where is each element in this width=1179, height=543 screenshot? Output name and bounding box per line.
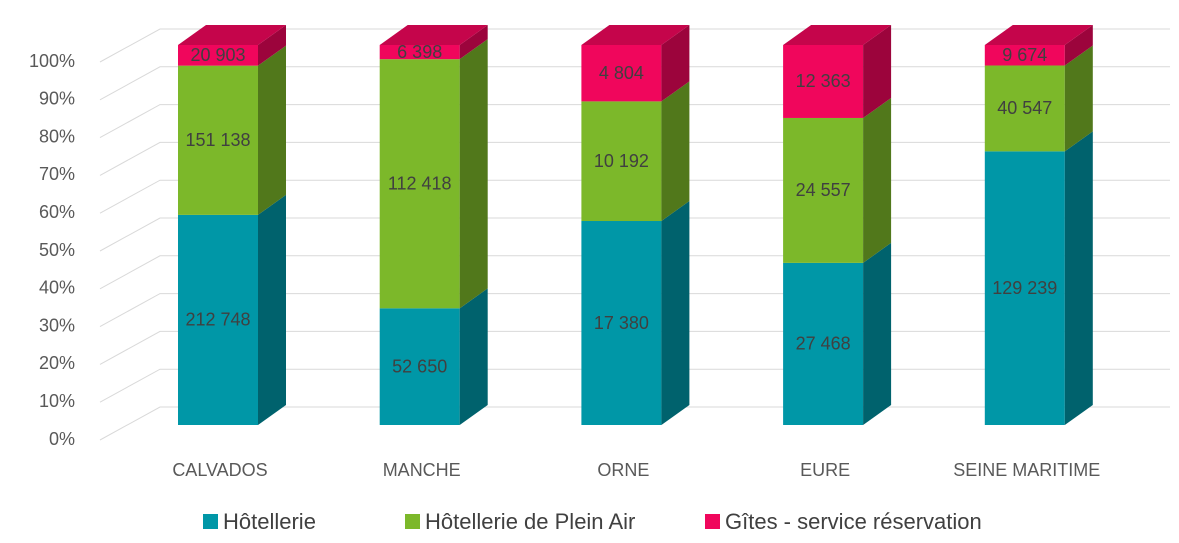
- bar-side: [661, 81, 690, 222]
- bar-front: [783, 117, 864, 263]
- bar-segment: [379, 25, 488, 60]
- bar-front: [178, 214, 258, 425]
- bar-top: [581, 25, 690, 45]
- bar-front: [783, 45, 864, 118]
- y-tick-label: 20%: [39, 353, 75, 373]
- bar-front: [379, 59, 460, 309]
- x-tick-label: MANCHE: [383, 460, 461, 480]
- bar-side: [258, 45, 286, 215]
- bar-front: [581, 221, 662, 425]
- y-tick-label: 70%: [39, 164, 75, 184]
- x-tick-label: SEINE MARITIME: [953, 460, 1100, 480]
- value-label: 129 239: [992, 278, 1057, 298]
- bar-side: [863, 97, 892, 263]
- bar-side: [863, 25, 892, 118]
- value-label: 27 468: [796, 334, 851, 354]
- bar-segment: [178, 194, 286, 425]
- bar-segment: [783, 97, 892, 263]
- value-label: 17 380: [594, 313, 649, 333]
- x-tick-label: EURE: [800, 460, 850, 480]
- bar-segment: [581, 81, 690, 222]
- bar-front: [581, 101, 662, 222]
- bar-segment: [783, 242, 892, 425]
- bar-side: [1064, 45, 1093, 152]
- bar-segment: [379, 288, 488, 425]
- legend-label: Hôtellerie: [223, 509, 316, 534]
- bar-front: [984, 65, 1065, 152]
- bar-side: [258, 25, 286, 66]
- bar-segment: [178, 45, 286, 215]
- bar-segment: [783, 25, 892, 118]
- y-tick-label: 0%: [49, 429, 75, 449]
- legend-label: Hôtellerie de Plein Air: [425, 509, 635, 534]
- legend-swatch: [705, 514, 720, 529]
- value-label: 10 192: [594, 151, 649, 171]
- bar-segment: [984, 45, 1093, 152]
- legend-swatch: [203, 514, 218, 529]
- bar-top: [783, 25, 892, 45]
- y-tick-label: 60%: [39, 202, 75, 222]
- value-label: 112 418: [388, 173, 452, 193]
- bar-front: [581, 45, 662, 102]
- bar-front: [379, 45, 460, 60]
- y-tick-label: 10%: [39, 391, 75, 411]
- value-label: 212 748: [185, 310, 250, 330]
- y-tick-label: 30%: [39, 315, 75, 335]
- bar-front: [783, 262, 864, 425]
- value-label: 40 547: [997, 98, 1052, 118]
- bar-side: [661, 201, 690, 425]
- bar-top: [379, 25, 488, 45]
- bar-segment: [379, 39, 488, 309]
- bar-side: [459, 39, 488, 309]
- bar-front: [984, 45, 1065, 66]
- y-tick-label: 90%: [39, 89, 75, 109]
- y-tick-label: 80%: [39, 126, 75, 146]
- bar-top: [178, 25, 286, 45]
- bar-side: [459, 288, 488, 425]
- bar-front: [178, 45, 258, 66]
- bar-segment: [178, 25, 286, 66]
- value-label: 20 903: [190, 45, 245, 65]
- legend-label: Gîtes - service réservation: [725, 509, 982, 534]
- bar-side: [258, 194, 286, 425]
- bar-side: [459, 25, 488, 60]
- bar-segment: [581, 25, 690, 102]
- value-label: 24 557: [796, 180, 851, 200]
- bar-segment: [581, 201, 690, 425]
- value-label: 6 398: [397, 42, 442, 62]
- bar-side: [863, 242, 892, 425]
- value-label: 12 363: [796, 71, 851, 91]
- y-tick-label: 40%: [39, 278, 75, 298]
- bar-side: [1064, 25, 1093, 66]
- x-tick-label: CALVADOS: [172, 460, 267, 480]
- value-label: 52 650: [392, 356, 447, 376]
- bar-segment: [984, 25, 1093, 66]
- bar-front: [379, 308, 460, 425]
- bar-segment: [984, 131, 1093, 426]
- x-tick-label: ORNE: [597, 460, 649, 480]
- value-label: 9 674: [1002, 45, 1047, 65]
- bar-side: [1064, 131, 1093, 426]
- legend-swatch: [405, 514, 420, 529]
- value-label: 4 804: [599, 63, 644, 83]
- value-label: 151 138: [185, 130, 250, 150]
- bar-top: [984, 25, 1093, 45]
- bar-side: [661, 25, 690, 102]
- y-tick-label: 100%: [29, 51, 75, 71]
- bar-front: [984, 151, 1065, 426]
- y-tick-label: 50%: [39, 240, 75, 260]
- bar-front: [178, 65, 258, 215]
